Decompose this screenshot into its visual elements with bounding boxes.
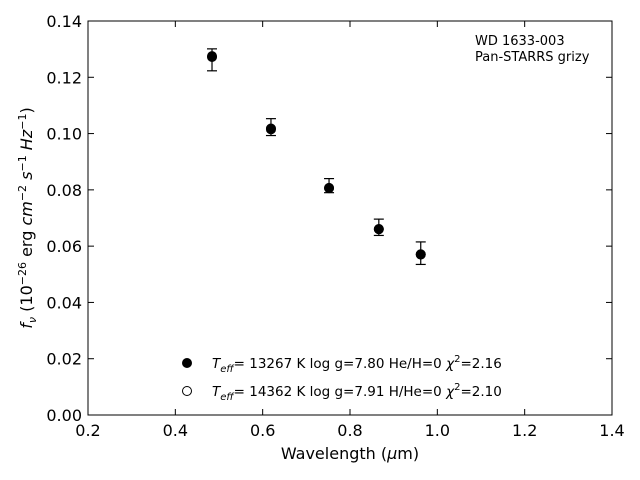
axis-ticks: 0.2 0.4 0.6 0.8 1.0 1.2 1.4 0.00 0.02 0.04 0.06 0.0… — [46, 12, 624, 440]
x-tick-label: 1.4 — [599, 421, 624, 440]
y-tick-label: 0.10 — [46, 125, 82, 144]
y-tick-label: 0.02 — [46, 350, 82, 369]
y-tick-label: 0.06 — [46, 237, 82, 256]
data-point-open — [207, 52, 218, 63]
plot-frame — [87, 20, 613, 416]
data-point-open — [373, 223, 384, 234]
x-tick-label: 0.2 — [75, 421, 100, 440]
data-points — [207, 51, 426, 260]
data-point-open — [265, 124, 276, 135]
x-tick-label: 0.8 — [337, 421, 362, 440]
y-tick-label: 0.04 — [46, 293, 82, 312]
x-tick-label: 1.0 — [425, 421, 450, 440]
y-tick-label: 0.14 — [46, 12, 82, 31]
annotation-object-name: WD 1633-003 — [475, 34, 565, 49]
error-bars — [207, 48, 426, 266]
x-tick-label: 1.2 — [512, 421, 537, 440]
legend-marker-open — [182, 386, 192, 396]
x-tick-label: 0.4 — [163, 421, 188, 440]
y-axis-label: fν (10−26 erg cm−2 s−1 Hz−1) — [16, 107, 39, 328]
legend-marker-filled — [182, 358, 192, 368]
y-tick-label: 0.08 — [46, 181, 82, 200]
legend-entry-1: Teff= 13267 K log g=7.80 He/H=0 χ2=2.16 — [212, 354, 502, 375]
y-tick-label: 0.00 — [46, 406, 82, 425]
x-tick-label: 0.6 — [250, 421, 275, 440]
y-tick-label: 0.12 — [46, 68, 82, 87]
annotation-survey: Pan-STARRS grizy — [475, 50, 590, 65]
legend-entry-2: Teff= 14362 K log g=7.91 H/He=0 χ2=2.10 — [212, 382, 502, 403]
data-point-open — [324, 183, 335, 194]
data-point-open — [415, 249, 426, 260]
legend: Teff= 13267 K log g=7.80 He/H=0 χ2=2.16 … — [182, 354, 502, 403]
x-axis-label: Wavelength (μm) — [281, 444, 419, 463]
